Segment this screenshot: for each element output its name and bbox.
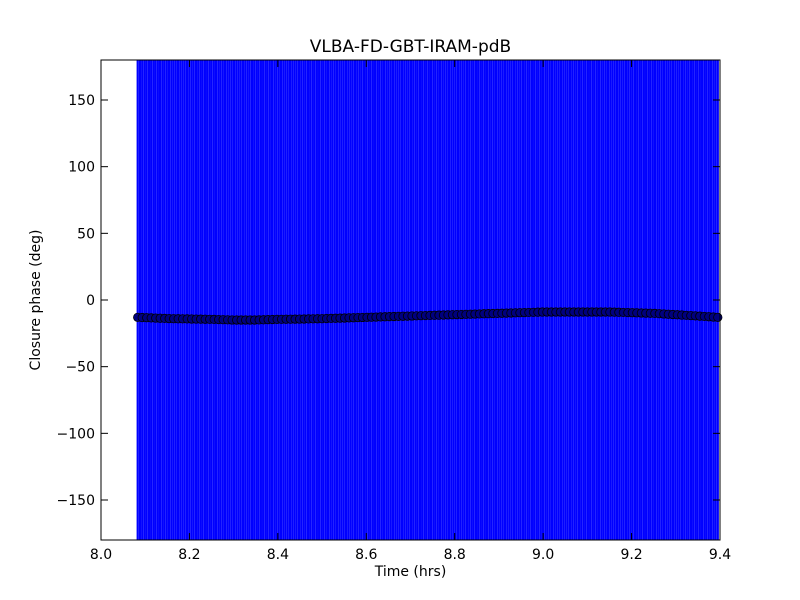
y-tick-label: −50 xyxy=(65,360,95,376)
error-bars xyxy=(136,60,719,540)
x-tick-label: 8.0 xyxy=(90,547,112,563)
y-tick-label: −100 xyxy=(57,426,95,442)
x-tick-label: 8.4 xyxy=(267,547,289,563)
x-tick-label: 9.0 xyxy=(532,547,554,563)
y-axis-label: Closure phase (deg) xyxy=(28,230,44,371)
data-point xyxy=(713,312,723,322)
x-tick-label: 8.2 xyxy=(178,547,200,563)
y-tick-label: −150 xyxy=(57,493,95,509)
y-tick-label: 50 xyxy=(77,226,95,242)
y-axis-ticks: −150 −100 −50 0 50 100 150 xyxy=(57,93,720,509)
x-tick-label: 8.6 xyxy=(355,547,377,563)
y-tick-label: 150 xyxy=(68,93,95,109)
x-tick-label: 9.2 xyxy=(620,547,642,563)
y-tick-label: 0 xyxy=(86,293,95,309)
chart-title: VLBA-FD-GBT-IRAM-pdB xyxy=(310,37,511,57)
x-axis-label: Time (hrs) xyxy=(374,564,447,580)
x-tick-label: 8.8 xyxy=(444,547,466,563)
x-axis-ticks: 8.0 8.2 8.4 8.6 8.8 9.0 9.2 9.4 xyxy=(90,60,731,563)
x-tick-label: 9.4 xyxy=(709,547,731,563)
y-tick-label: 100 xyxy=(68,160,95,176)
data-points xyxy=(133,307,723,325)
